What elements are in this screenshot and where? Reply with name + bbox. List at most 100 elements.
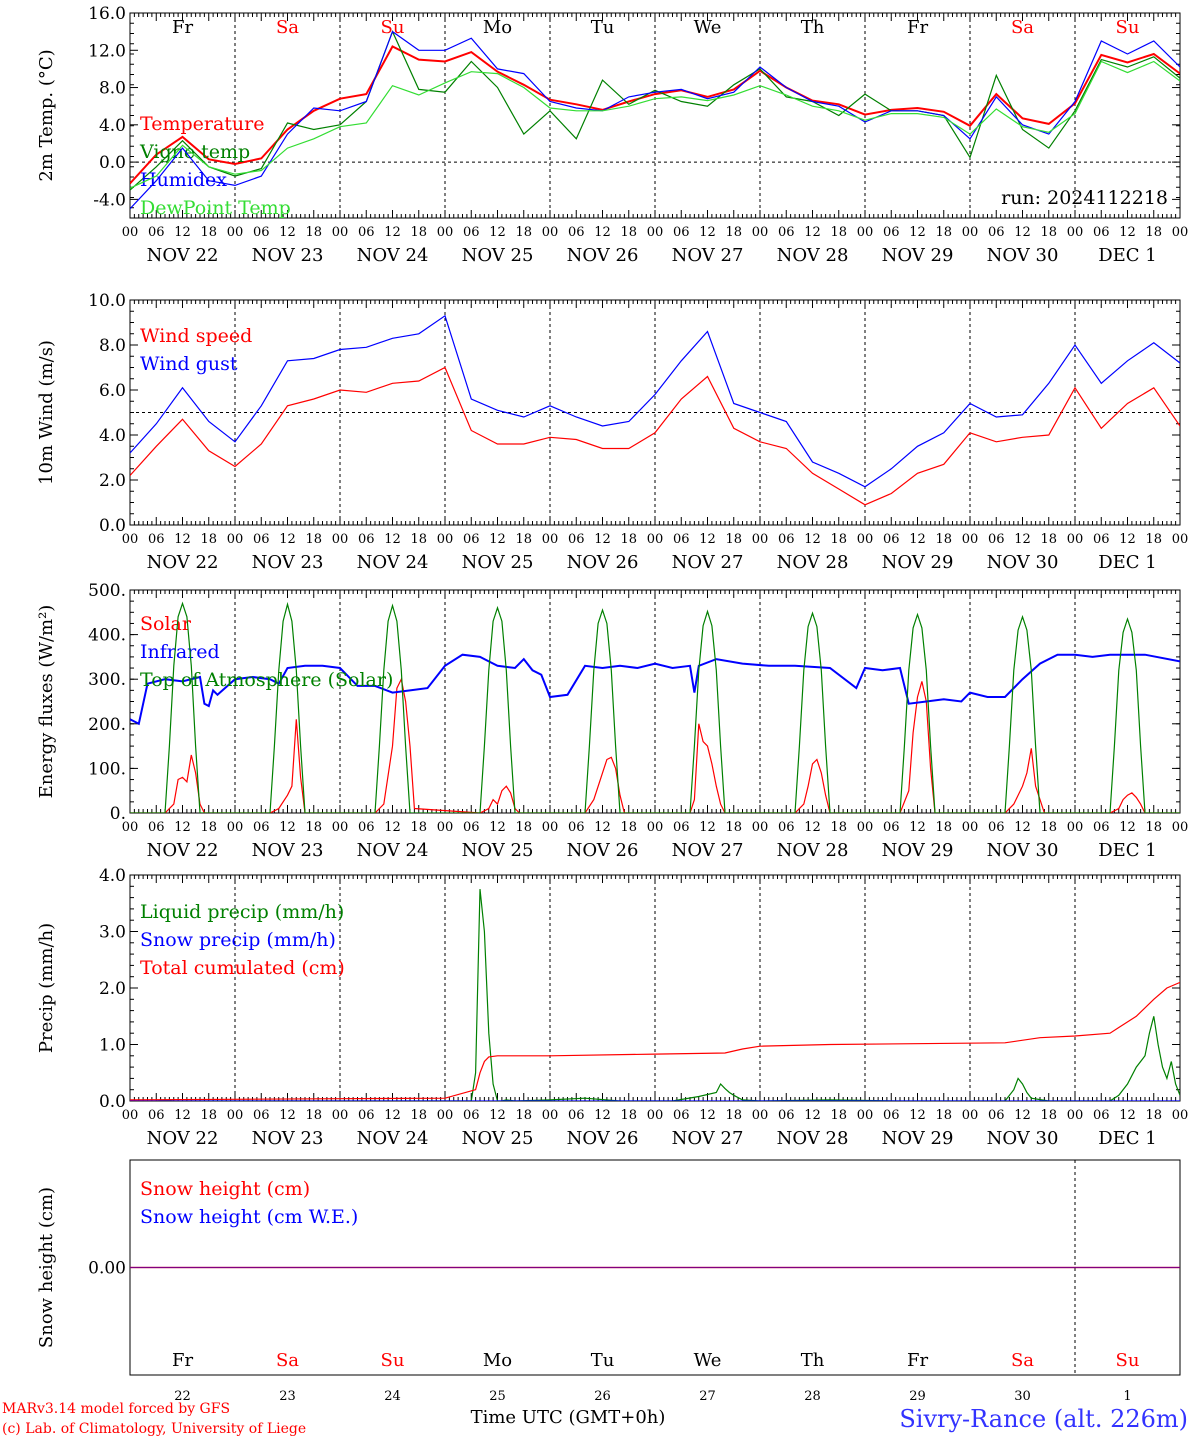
- y-tick-label: 4.0: [99, 866, 126, 886]
- x-hour-label: 00: [1067, 820, 1084, 835]
- x-date-label: NOV 24: [357, 840, 429, 861]
- x-hour-label: 00: [437, 225, 454, 240]
- weekday-label: Sa: [276, 1350, 299, 1371]
- x-hour-label: 18: [935, 532, 952, 547]
- day-number-label: 27: [699, 1389, 716, 1404]
- x-hour-label: 00: [962, 225, 979, 240]
- x-hour-label: 00: [752, 820, 769, 835]
- x-hour-label: 06: [568, 1108, 585, 1123]
- x-hour-label: 00: [227, 1108, 244, 1123]
- x-date-label: NOV 27: [672, 1128, 744, 1149]
- x-hour-label: 06: [358, 820, 375, 835]
- x-hour-label: 12: [1014, 225, 1031, 240]
- x-date-label: NOV 25: [462, 840, 534, 861]
- x-date-label: DEC 1: [1098, 840, 1157, 861]
- x-date-label: NOV 29: [882, 840, 954, 861]
- weekday-label: Sa: [276, 17, 299, 38]
- x-hour-label: 12: [279, 532, 296, 547]
- weekday-label: Th: [801, 1350, 825, 1371]
- x-date-label: NOV 27: [672, 552, 744, 573]
- x-hour-label: 18: [620, 225, 637, 240]
- x-hour-label: 06: [1093, 532, 1110, 547]
- x-hour-label: 18: [725, 820, 742, 835]
- x-hour-label: 00: [332, 532, 349, 547]
- x-hour-label: 00: [1067, 225, 1084, 240]
- x-hour-label: 18: [410, 820, 427, 835]
- x-hour-label: 18: [1145, 820, 1162, 835]
- y-axis-label: Snow height (cm): [36, 1187, 57, 1348]
- x-hour-label: 06: [358, 532, 375, 547]
- x-hour-label: 18: [200, 225, 217, 240]
- x-hour-label: 12: [699, 1108, 716, 1123]
- legend-entry: Liquid precip (mm/h): [140, 901, 344, 923]
- x-hour-label: 06: [1093, 1108, 1110, 1123]
- series-line-infrared: [130, 653, 1180, 726]
- x-hour-label: 00: [752, 225, 769, 240]
- x-hour-label: 18: [935, 1108, 952, 1123]
- x-hour-label: 12: [909, 532, 926, 547]
- x-hour-label: 18: [410, 1108, 427, 1123]
- x-hour-label: 06: [253, 532, 270, 547]
- weekday-label: Sa: [1011, 1350, 1034, 1371]
- weekday-label: Tu: [591, 17, 615, 38]
- x-hour-label: 00: [857, 1108, 874, 1123]
- x-hour-label: 12: [804, 820, 821, 835]
- x-hour-label: 12: [489, 1108, 506, 1123]
- x-hour-label: 18: [410, 225, 427, 240]
- x-hour-label: 00: [542, 532, 559, 547]
- y-tick-label: 2.0: [99, 471, 126, 491]
- x-date-label: NOV 22: [147, 1128, 219, 1149]
- day-number-label: 30: [1014, 1389, 1031, 1404]
- x-hour-label: 06: [673, 532, 690, 547]
- x-hour-label: 18: [1145, 225, 1162, 240]
- x-hour-label: 12: [174, 532, 191, 547]
- x-date-label: DEC 1: [1098, 552, 1157, 573]
- weekday-label: Sa: [1011, 17, 1034, 38]
- y-axis-label: Energy fluxes (W/m²): [36, 605, 57, 799]
- x-date-label: NOV 28: [777, 840, 849, 861]
- x-hour-label: 12: [1119, 532, 1136, 547]
- series-line-total-cumulated-cm-: [130, 981, 1180, 1101]
- x-date-label: NOV 24: [357, 552, 429, 573]
- x-hour-label: 06: [883, 1108, 900, 1123]
- chart-panels: -4.00.04.08.012.016.02m Temp. (°C)00 06 12…: [36, 4, 1188, 1404]
- x-date-label: NOV 26: [567, 1128, 639, 1149]
- day-number-label: 24: [384, 1389, 401, 1404]
- x-date-label: NOV 26: [567, 552, 639, 573]
- x-hour-label: 06: [1093, 225, 1110, 240]
- x-hour-label: 12: [384, 1108, 401, 1123]
- x-hour-label: 18: [620, 532, 637, 547]
- x-hour-label: 06: [778, 225, 795, 240]
- day-number-label: 22: [174, 1389, 191, 1404]
- series-line-wind-gust: [130, 314, 1180, 488]
- panel-4: 0.0 1.0 2.0 3.0 4.0 Precip (mm/h) 00 06 12 18 00 06…: [36, 866, 1188, 1149]
- location-label: Sivry-Rance (alt. 226m): [899, 1405, 1188, 1433]
- x-hour-label: 12: [279, 225, 296, 240]
- x-hour-label: 18: [515, 225, 532, 240]
- x-hour-label: 18: [1040, 225, 1057, 240]
- weekday-label: Mo: [483, 1350, 512, 1371]
- x-hour-label: 12: [1014, 532, 1031, 547]
- x-hour-label: 12: [489, 225, 506, 240]
- x-hour-label: 06: [883, 532, 900, 547]
- x-hour-label: 06: [358, 225, 375, 240]
- x-hour-label: 00: [857, 820, 874, 835]
- y-tick-label: 0.00: [88, 1259, 126, 1279]
- x-hour-label: 18: [725, 225, 742, 240]
- day-number-label: 1: [1123, 1389, 1131, 1404]
- y-tick-label: 6.0: [99, 381, 126, 401]
- x-hour-label: 18: [620, 1108, 637, 1123]
- x-hour-label: 18: [305, 532, 322, 547]
- x-date-label: NOV 30: [987, 245, 1059, 266]
- x-date-label: NOV 29: [882, 245, 954, 266]
- x-hour-label: 00: [227, 225, 244, 240]
- series-line-liquid-precip-mm-h-: [130, 889, 1180, 1101]
- x-hour-label: 18: [1145, 532, 1162, 547]
- x-hour-label: 06: [988, 820, 1005, 835]
- x-hour-label: 12: [174, 225, 191, 240]
- x-date-label: NOV 23: [252, 245, 324, 266]
- x-hour-label: 18: [830, 1108, 847, 1123]
- y-tick-label: 300.: [88, 670, 126, 690]
- legend-entry: Snow precip (mm/h): [140, 929, 336, 951]
